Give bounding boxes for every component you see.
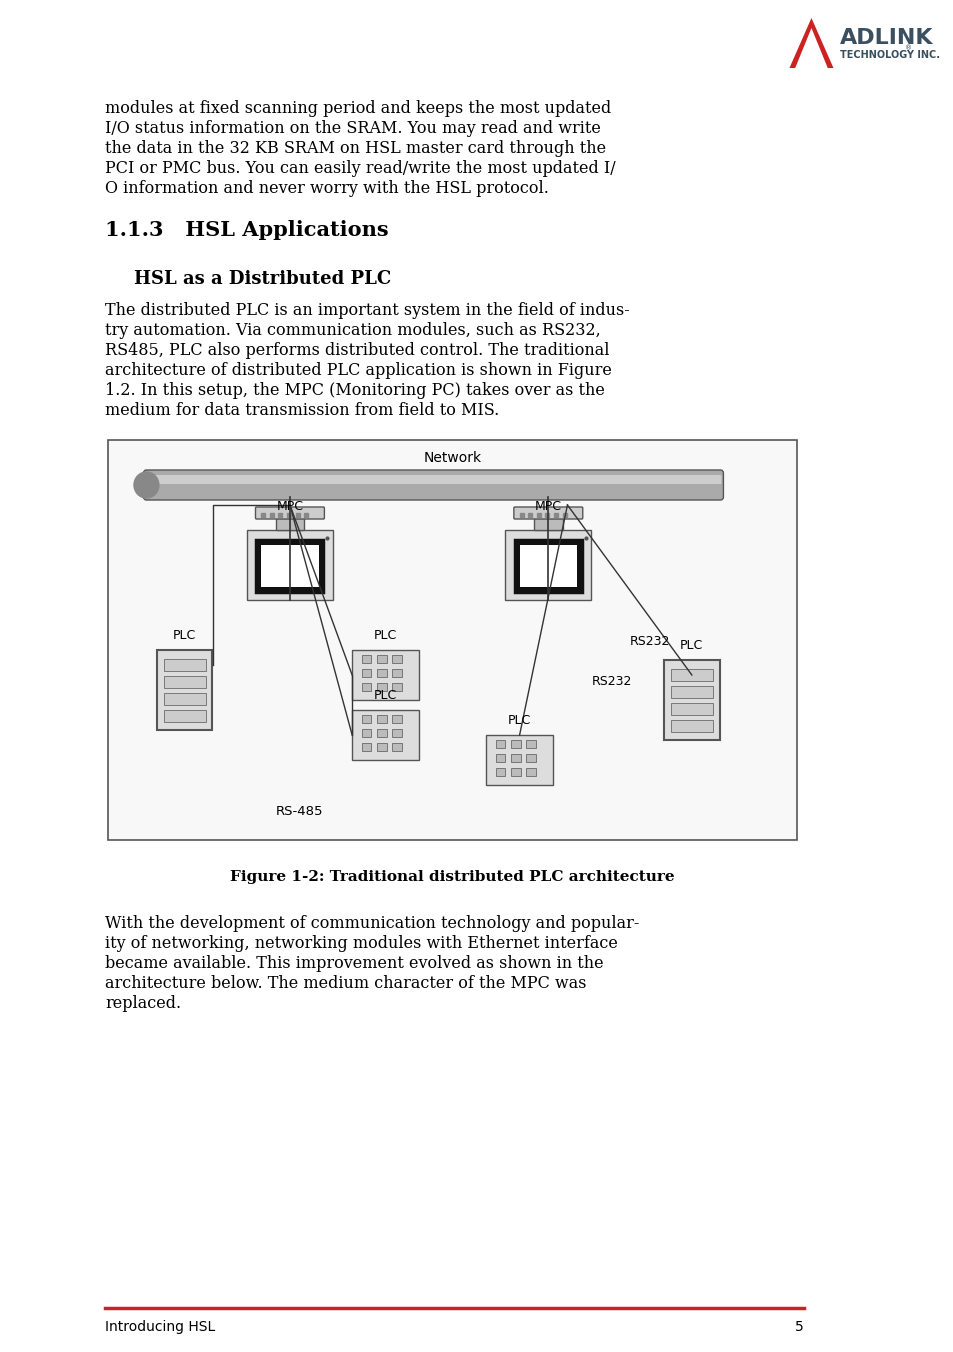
Bar — [164, 710, 206, 722]
Bar — [515, 539, 581, 592]
Bar — [392, 683, 401, 691]
Text: the data in the 32 KB SRAM on HSL master card through the: the data in the 32 KB SRAM on HSL master… — [105, 141, 606, 157]
Bar — [352, 710, 418, 760]
Text: PLC: PLC — [374, 629, 396, 642]
FancyBboxPatch shape — [143, 470, 722, 500]
Bar — [256, 539, 323, 592]
Bar — [670, 669, 712, 681]
Text: Figure 1-2: Traditional distributed PLC architecture: Figure 1-2: Traditional distributed PLC … — [230, 869, 674, 884]
Text: RS232: RS232 — [591, 675, 631, 688]
FancyBboxPatch shape — [145, 475, 720, 484]
Bar — [247, 530, 333, 600]
Polygon shape — [805, 46, 817, 50]
Text: PLC: PLC — [172, 629, 196, 642]
Bar — [392, 729, 401, 737]
Bar — [392, 715, 401, 723]
Bar — [361, 683, 371, 691]
Text: RS485, PLC also performs distributed control. The traditional: RS485, PLC also performs distributed con… — [105, 342, 609, 360]
Text: 5: 5 — [794, 1320, 803, 1334]
Bar — [526, 754, 536, 763]
Bar — [392, 669, 401, 677]
FancyBboxPatch shape — [108, 439, 797, 840]
Bar — [361, 744, 371, 750]
Text: 1.1.3   HSL Applications: 1.1.3 HSL Applications — [105, 220, 389, 241]
Polygon shape — [801, 55, 821, 59]
Text: ity of networking, networking modules with Ethernet interface: ity of networking, networking modules wi… — [105, 936, 618, 952]
Text: With the development of communication technology and popular-: With the development of communication te… — [105, 915, 639, 932]
Text: modules at fixed scanning period and keeps the most updated: modules at fixed scanning period and kee… — [105, 100, 611, 118]
Bar — [361, 715, 371, 723]
Bar — [361, 669, 371, 677]
Polygon shape — [789, 18, 833, 68]
Text: medium for data transmission from field to MIS.: medium for data transmission from field … — [105, 402, 499, 419]
Text: try automation. Via communication modules, such as RS232,: try automation. Via communication module… — [105, 322, 600, 339]
Text: PLC: PLC — [679, 639, 702, 652]
Bar — [376, 715, 386, 723]
Text: architecture below. The medium character of the MPC was: architecture below. The medium character… — [105, 975, 586, 992]
Text: RS232: RS232 — [629, 635, 669, 648]
Circle shape — [133, 472, 159, 498]
Bar — [275, 518, 304, 530]
Bar — [526, 740, 536, 748]
Bar — [670, 703, 712, 715]
Text: ®: ® — [904, 45, 911, 51]
Bar — [376, 744, 386, 750]
Text: PCI or PMC bus. You can easily read/write the most updated I/: PCI or PMC bus. You can easily read/writ… — [105, 160, 616, 177]
Text: PLC: PLC — [374, 690, 396, 702]
Bar — [164, 676, 206, 688]
Bar — [352, 650, 418, 700]
Bar — [670, 685, 712, 698]
Bar — [392, 654, 401, 662]
Bar — [361, 729, 371, 737]
Bar — [496, 768, 505, 776]
Bar — [496, 754, 505, 763]
Text: TECHNOLOGY INC.: TECHNOLOGY INC. — [840, 50, 940, 59]
Bar — [376, 669, 386, 677]
Text: ADLINK: ADLINK — [840, 28, 933, 49]
Text: MPC: MPC — [535, 500, 561, 512]
Text: MPC: MPC — [276, 500, 303, 512]
Text: HSL as a Distributed PLC: HSL as a Distributed PLC — [133, 270, 391, 288]
Text: The distributed PLC is an important system in the field of indus-: The distributed PLC is an important syst… — [105, 301, 629, 319]
FancyBboxPatch shape — [255, 507, 324, 519]
Bar — [361, 654, 371, 662]
Text: became available. This improvement evolved as shown in the: became available. This improvement evolv… — [105, 955, 603, 972]
Bar — [534, 518, 562, 530]
Bar — [261, 545, 318, 587]
Bar — [157, 650, 213, 730]
Bar — [164, 694, 206, 704]
Text: O information and never worry with the HSL protocol.: O information and never worry with the H… — [105, 180, 549, 197]
Text: I/O status information on the SRAM. You may read and write: I/O status information on the SRAM. You … — [105, 120, 600, 137]
Bar — [670, 721, 712, 731]
Text: PLC: PLC — [507, 714, 531, 727]
Bar — [511, 754, 520, 763]
Text: Network: Network — [423, 452, 481, 465]
Bar — [663, 660, 719, 740]
Bar — [164, 658, 206, 671]
Polygon shape — [803, 51, 819, 55]
FancyBboxPatch shape — [514, 507, 582, 519]
Bar — [519, 545, 577, 587]
Text: architecture of distributed PLC application is shown in Figure: architecture of distributed PLC applicat… — [105, 362, 612, 379]
Bar — [496, 740, 505, 748]
Bar — [511, 768, 520, 776]
Bar — [392, 744, 401, 750]
Bar — [376, 654, 386, 662]
Bar — [505, 530, 591, 600]
Bar — [486, 735, 553, 786]
Text: 1.2. In this setup, the MPC (Monitoring PC) takes over as the: 1.2. In this setup, the MPC (Monitoring … — [105, 383, 604, 399]
Bar — [376, 729, 386, 737]
Text: RS-485: RS-485 — [275, 804, 323, 818]
Bar — [526, 768, 536, 776]
Text: replaced.: replaced. — [105, 995, 181, 1013]
Bar — [376, 683, 386, 691]
Bar — [511, 740, 520, 748]
Text: Introducing HSL: Introducing HSL — [105, 1320, 215, 1334]
